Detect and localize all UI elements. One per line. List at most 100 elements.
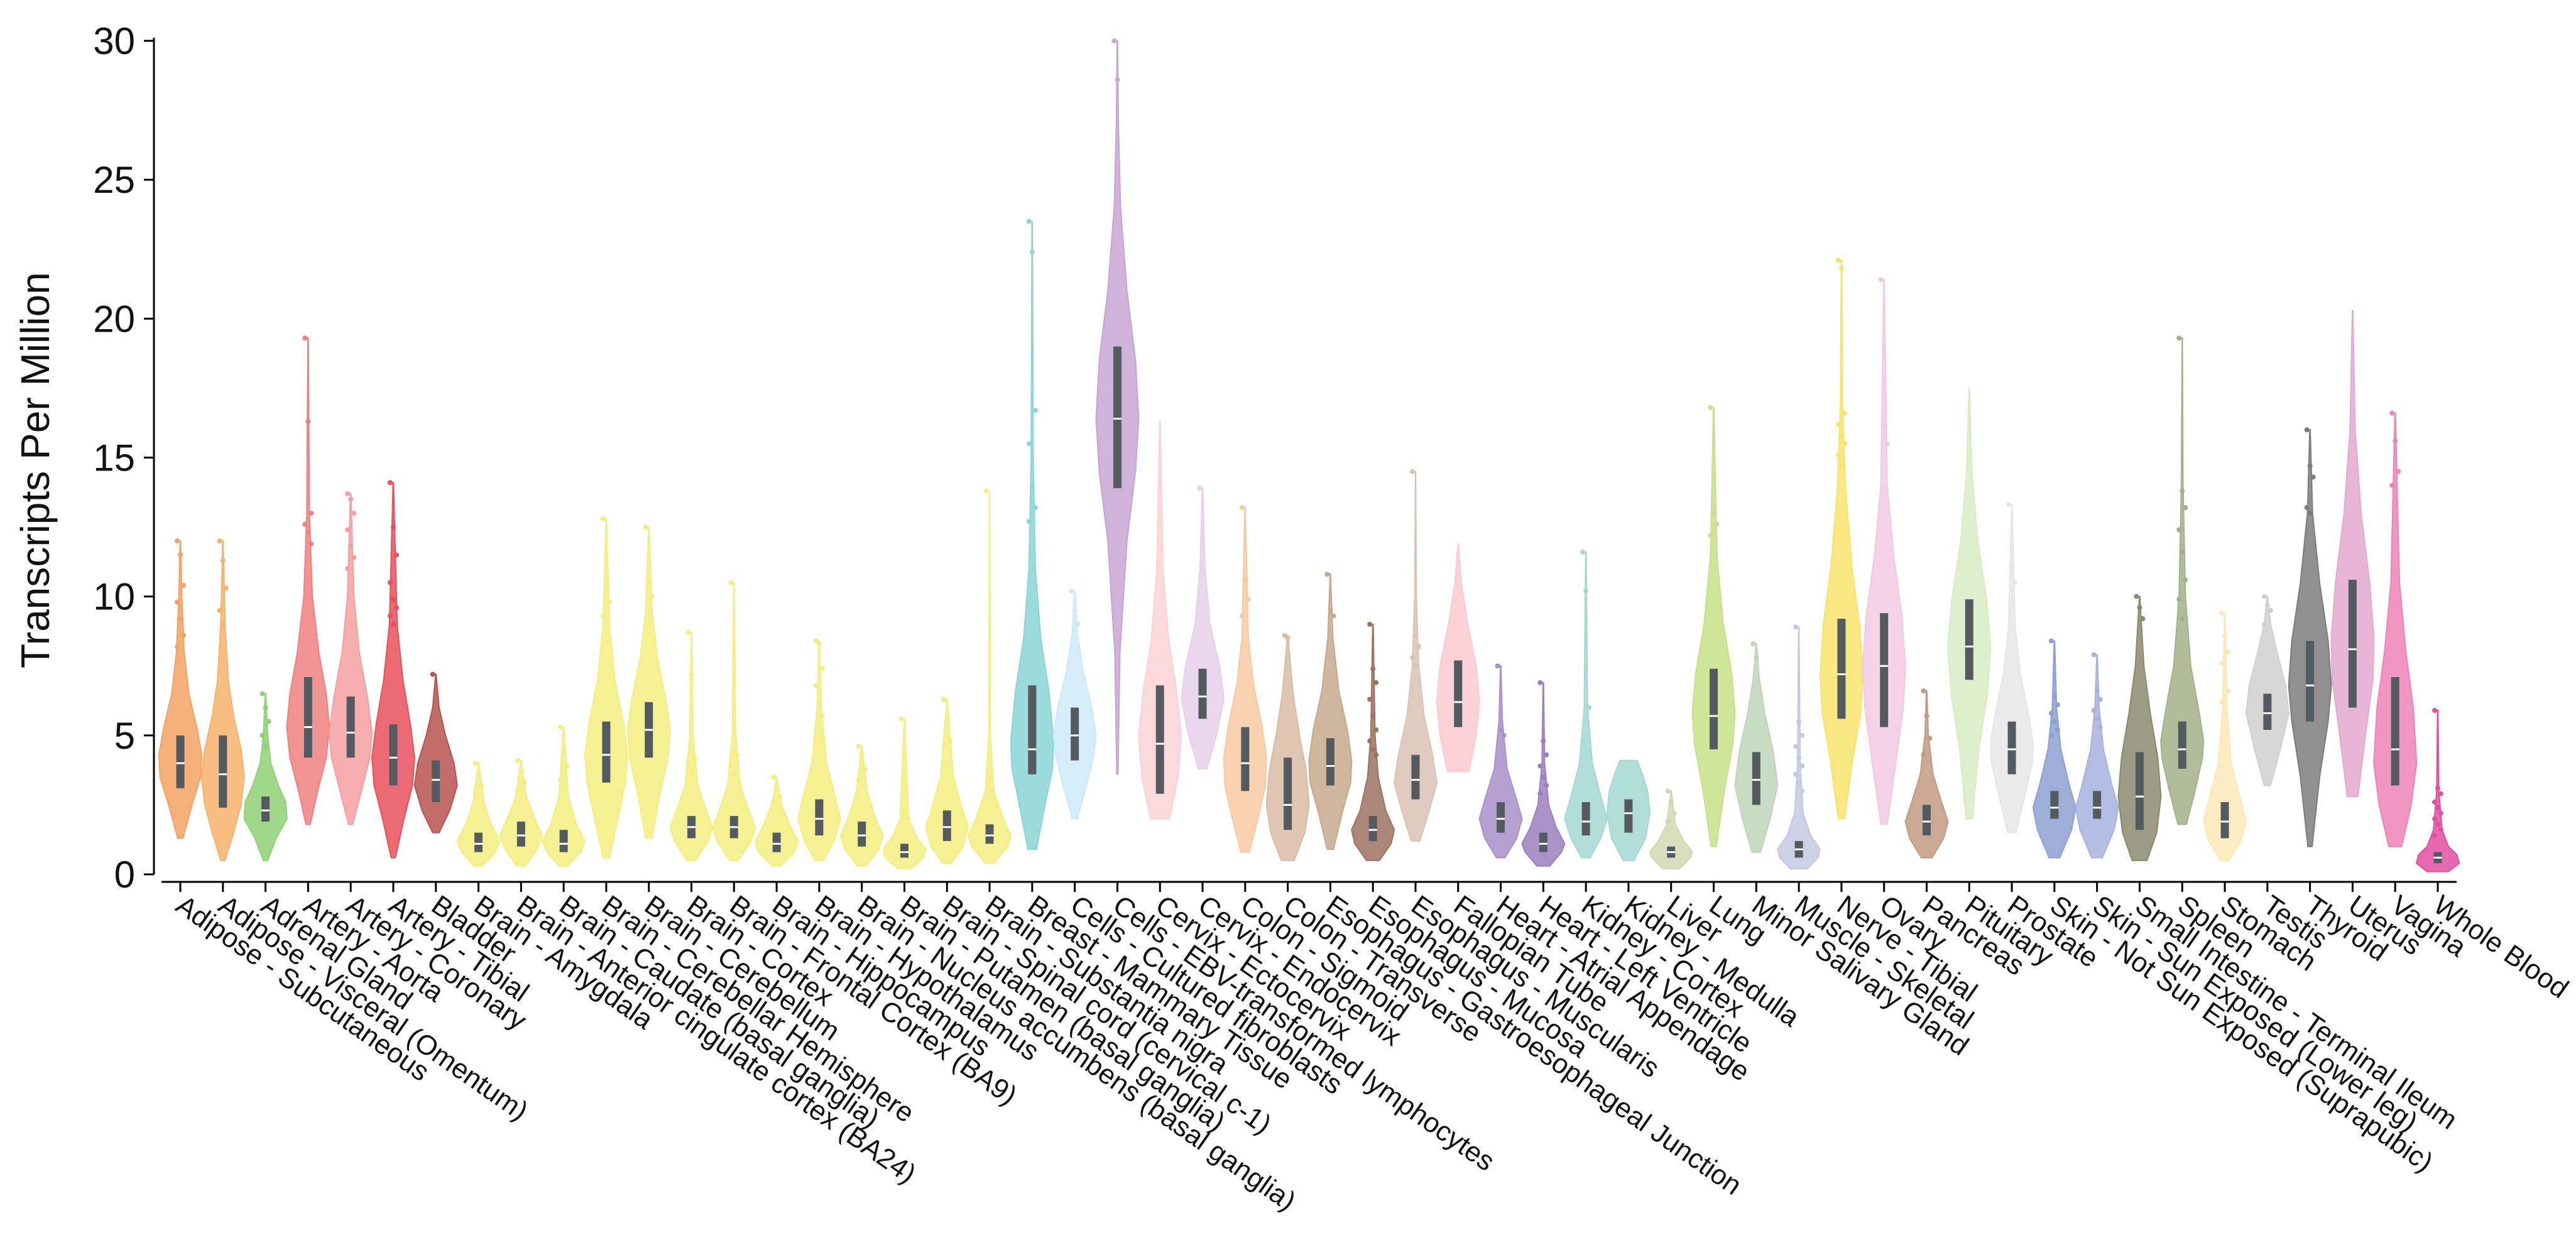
outlier-point <box>387 580 393 585</box>
iqr-box <box>1284 758 1292 830</box>
outlier-point <box>561 746 567 752</box>
outlier-point <box>2183 505 2188 511</box>
outlier-point <box>1239 505 1245 511</box>
outlier-point <box>1032 408 1038 413</box>
outlier-point <box>1370 666 1376 671</box>
violin-group <box>1947 387 1992 820</box>
iqr-box <box>2178 721 2186 769</box>
outlier-point <box>1367 697 1373 702</box>
outlier-point <box>862 766 868 771</box>
outlier-point <box>1373 752 1379 758</box>
outlier-point <box>1799 732 1805 738</box>
outlier-point <box>305 530 311 535</box>
outlier-point <box>1328 607 1333 613</box>
y-tick-label: 20 <box>93 298 135 340</box>
outlier-point <box>1921 752 1926 758</box>
violin-group <box>1819 258 1864 820</box>
outlier-point <box>1754 655 1759 660</box>
violin-shape <box>925 698 969 864</box>
violin-shape <box>2288 429 2332 847</box>
y-axis-label: Transcripts Per Million <box>13 272 58 668</box>
outlier-point <box>181 582 186 588</box>
violin-shape <box>669 632 714 861</box>
violin-shape <box>2160 337 2205 825</box>
outlier-point <box>1921 688 1926 694</box>
violin-group <box>1223 505 1267 853</box>
outlier-point <box>479 783 484 788</box>
iqr-box <box>772 832 781 852</box>
outlier-point <box>2183 577 2188 583</box>
outlier-point <box>2176 597 2182 602</box>
outlier-point <box>1927 736 1933 741</box>
outlier-point <box>984 488 990 494</box>
violin-shape <box>1223 507 1267 853</box>
y-tick-label: 0 <box>114 854 135 896</box>
outlier-point <box>1197 486 1203 491</box>
outlier-point <box>558 724 564 730</box>
outlier-point <box>1537 763 1543 769</box>
iqr-box <box>1581 801 1590 836</box>
outlier-point <box>2140 616 2146 622</box>
violin-shape <box>1862 279 1906 825</box>
violin-shape <box>1819 259 1864 820</box>
outlier-point <box>472 794 478 800</box>
outlier-point <box>2438 810 2443 816</box>
y-tick-label: 25 <box>93 159 135 201</box>
outlier-point <box>175 644 180 649</box>
iqr-box <box>1624 799 1633 833</box>
iqr-box <box>303 676 312 758</box>
violin-group <box>712 580 756 861</box>
outlier-point <box>1537 791 1543 796</box>
outlier-point <box>1367 738 1373 744</box>
outlier-point <box>1838 266 1844 271</box>
violin-group <box>542 724 586 867</box>
y-tick-label: 5 <box>114 715 135 757</box>
outlier-point <box>1026 219 1032 224</box>
outlier-point <box>1580 738 1586 744</box>
y-tick-label: 30 <box>93 20 135 62</box>
outlier-point <box>2432 799 2437 805</box>
iqr-box <box>1071 707 1079 761</box>
outlier-point <box>1924 713 1929 719</box>
violin-group <box>329 491 373 825</box>
iqr-box <box>1454 660 1463 727</box>
iqr-box <box>2391 676 2399 786</box>
violin-shape <box>626 526 671 839</box>
outlier-point <box>1799 763 1805 769</box>
outlier-point <box>302 335 308 341</box>
iqr-box <box>2050 791 2059 819</box>
violin-group <box>669 630 714 861</box>
outlier-point <box>476 771 481 777</box>
iqr-box <box>2306 641 2315 722</box>
outlier-point <box>1541 774 1546 780</box>
outlier-point <box>1796 719 1802 724</box>
violin-shape <box>755 776 799 867</box>
outlier-point <box>728 763 734 769</box>
violin-group <box>1777 624 1821 870</box>
outlier-point <box>2307 463 2313 469</box>
violin-group <box>839 744 884 867</box>
outlier-point <box>1072 607 1078 613</box>
outlier-point <box>564 763 570 769</box>
outlier-point <box>178 552 183 558</box>
violin-group <box>1436 543 1480 773</box>
outlier-point <box>515 788 521 794</box>
violin-group <box>158 538 203 839</box>
violin-shape <box>1052 590 1097 820</box>
outlier-point <box>944 716 950 722</box>
outlier-point <box>2006 502 2012 508</box>
outlier-point <box>2264 602 2270 607</box>
outlier-point <box>2048 710 2054 716</box>
outlier-point <box>813 683 819 688</box>
outlier-point <box>217 607 222 613</box>
outlier-point <box>1842 441 1847 447</box>
violin-group <box>967 488 1012 864</box>
violin-shape <box>2415 710 2460 872</box>
outlier-point <box>430 671 435 677</box>
outlier-point <box>1881 424 1887 430</box>
outlier-point <box>393 605 399 611</box>
outlier-point <box>1324 572 1330 577</box>
violins <box>158 38 2460 872</box>
outlier-point <box>1501 732 1507 738</box>
outlier-point <box>1032 505 1038 511</box>
